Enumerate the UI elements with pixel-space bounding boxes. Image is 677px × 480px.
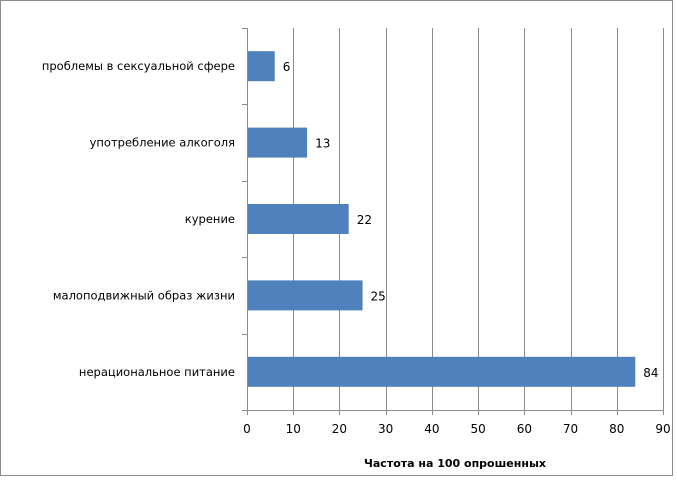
bar bbox=[248, 51, 275, 82]
x-tick-label: 30 bbox=[378, 422, 393, 436]
data-labels: 6 13 22 25 84 bbox=[283, 60, 659, 380]
data-label: 6 bbox=[283, 60, 291, 74]
bars bbox=[248, 51, 636, 387]
category-label: нерациональное питание bbox=[79, 365, 235, 379]
x-tick-label: 70 bbox=[563, 422, 578, 436]
x-tick-label: 60 bbox=[517, 422, 532, 436]
x-tick-label: 40 bbox=[424, 422, 439, 436]
x-tick-label: 10 bbox=[286, 422, 301, 436]
axes bbox=[242, 28, 664, 415]
bar bbox=[248, 280, 363, 311]
category-label: курение bbox=[185, 212, 235, 226]
bar bbox=[248, 356, 636, 387]
data-label: 13 bbox=[315, 137, 330, 151]
x-tick-label: 50 bbox=[470, 422, 485, 436]
x-tick-label: 0 bbox=[243, 422, 251, 436]
x-tick-label: 90 bbox=[655, 422, 670, 436]
category-labels: проблемы в сексуальной сфере употребление… bbox=[42, 59, 235, 379]
data-label: 84 bbox=[643, 366, 658, 380]
data-label: 22 bbox=[357, 213, 372, 227]
category-label: малоподвижный образ жизни bbox=[53, 288, 235, 302]
x-axis-title: Частота на 100 опрошенных bbox=[364, 457, 546, 470]
category-label: проблемы в сексуальной сфере bbox=[42, 59, 235, 73]
category-label: употребление алкоголя bbox=[90, 136, 235, 150]
tick-labels: 0 10 20 30 40 50 60 70 80 90 bbox=[243, 422, 670, 436]
data-label: 25 bbox=[371, 289, 386, 303]
bar bbox=[248, 127, 308, 158]
gridlines bbox=[293, 28, 664, 410]
bar bbox=[248, 204, 349, 234]
x-tick-label: 80 bbox=[609, 422, 624, 436]
x-tick-label: 20 bbox=[332, 422, 347, 436]
